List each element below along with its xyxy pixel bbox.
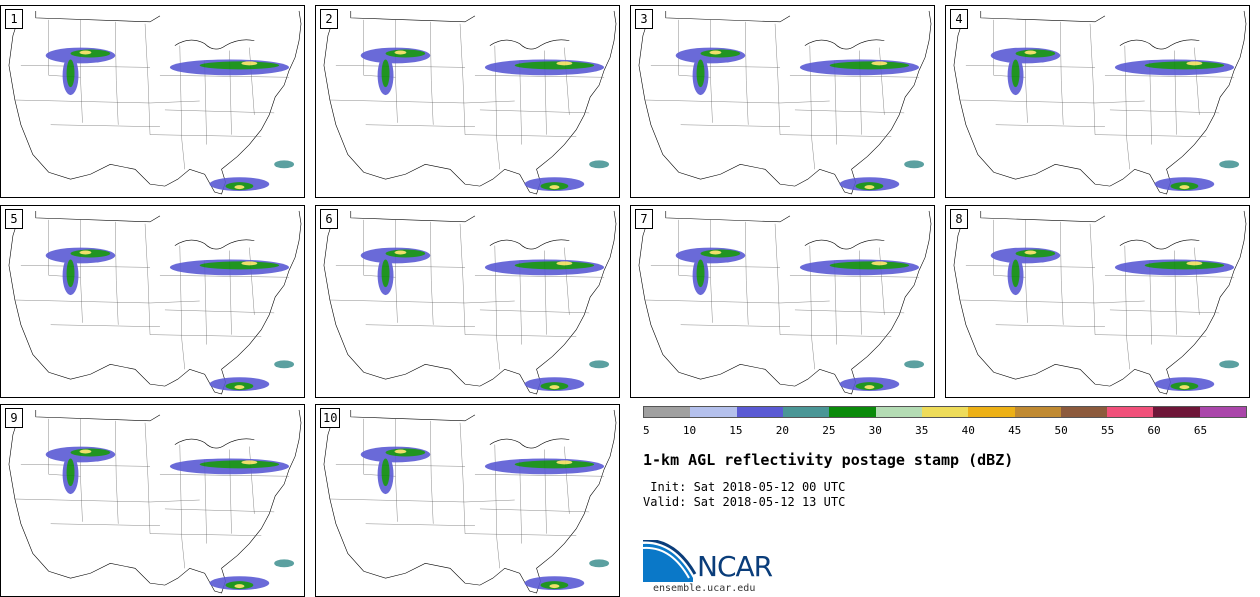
ensemble-member-panel: 6 — [315, 205, 620, 398]
ensemble-member-panel: 3 — [630, 5, 935, 198]
time-info: Init: Sat 2018-05-12 00 UTC Valid: Sat 2… — [643, 480, 845, 510]
reflectivity-colorbar — [643, 406, 1247, 418]
ensemble-member-panel: 1 — [0, 5, 305, 198]
ensemble-member-panel: 10 — [315, 404, 620, 597]
colorbar-tick-label: 5 — [643, 424, 650, 437]
member-number-label: 10 — [320, 408, 341, 428]
colorbar-tick-label: 30 — [868, 424, 882, 437]
ensemble-member-panel: 9 — [0, 404, 305, 597]
colorbar-tick-label: 45 — [1008, 424, 1022, 437]
ensemble-member-panel: 5 — [0, 205, 305, 398]
valid-time: Valid: Sat 2018-05-12 13 UTC — [643, 495, 846, 509]
ensemble-member-panel: 8 — [945, 205, 1250, 398]
colorbar-segment — [829, 407, 876, 417]
ncar-logo-swoosh-icon — [643, 540, 697, 582]
colorbar-tick-label: 60 — [1147, 424, 1161, 437]
member-number-label: 3 — [635, 9, 653, 29]
figure-title: 1-km AGL reflectivity postage stamp (dBZ… — [643, 451, 1014, 469]
colorbar-segment — [968, 407, 1015, 417]
member-number-label: 8 — [950, 209, 968, 229]
colorbar-segment — [921, 407, 969, 417]
colorbar-segment — [1199, 407, 1247, 417]
member-number-label: 9 — [5, 408, 23, 428]
init-time: Init: Sat 2018-05-12 00 UTC — [643, 480, 846, 494]
member-number-label: 2 — [320, 9, 338, 29]
colorbar-tick-label: 20 — [775, 424, 789, 437]
colorbar-segment — [644, 407, 691, 417]
colorbar-segment — [1153, 407, 1200, 417]
member-number-label: 5 — [5, 209, 23, 229]
ensemble-member-panel: 4 — [945, 5, 1250, 198]
colorbar-tick-label: 40 — [961, 424, 975, 437]
colorbar-tick-label: 55 — [1100, 424, 1115, 437]
colorbar-segment — [1107, 407, 1154, 417]
colorbar-segment — [782, 407, 830, 417]
member-number-label: 6 — [320, 209, 338, 229]
colorbar-tick-label: 35 — [915, 424, 929, 437]
colorbar-segment — [1014, 407, 1061, 417]
colorbar-segment — [690, 407, 737, 417]
colorbar-tick-label: 50 — [1054, 424, 1068, 437]
colorbar-segment — [875, 407, 922, 417]
colorbar-tick-labels: 5 10 15 20 25 30 35 40 45 50 55 60 65 — [643, 424, 1247, 438]
ncar-logo-text: NCAR — [697, 550, 773, 583]
colorbar-tick-label: 10 — [682, 424, 697, 437]
colorbar-tick-label: 65 — [1193, 424, 1208, 437]
colorbar-tick-label: 15 — [729, 424, 743, 437]
ensemble-member-panel: 7 — [630, 205, 935, 398]
colorbar-tick-label: 25 — [822, 424, 836, 437]
ensemble-url: ensemble.ucar.edu — [653, 583, 756, 594]
member-number-label: 4 — [950, 9, 968, 29]
member-number-label: 7 — [635, 209, 653, 229]
ensemble-member-panel: 2 — [315, 5, 620, 198]
colorbar-segment — [736, 407, 783, 417]
member-number-label: 1 — [5, 9, 23, 29]
colorbar-segment — [1060, 407, 1108, 417]
